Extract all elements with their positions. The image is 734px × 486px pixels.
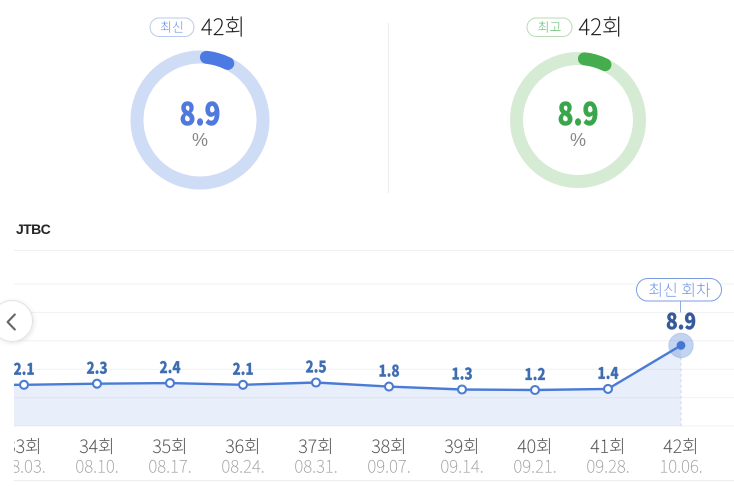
svg-text:%: %: [570, 130, 586, 150]
svg-text:JTBC: JTBC: [16, 221, 51, 237]
svg-text:%: %: [192, 130, 208, 150]
